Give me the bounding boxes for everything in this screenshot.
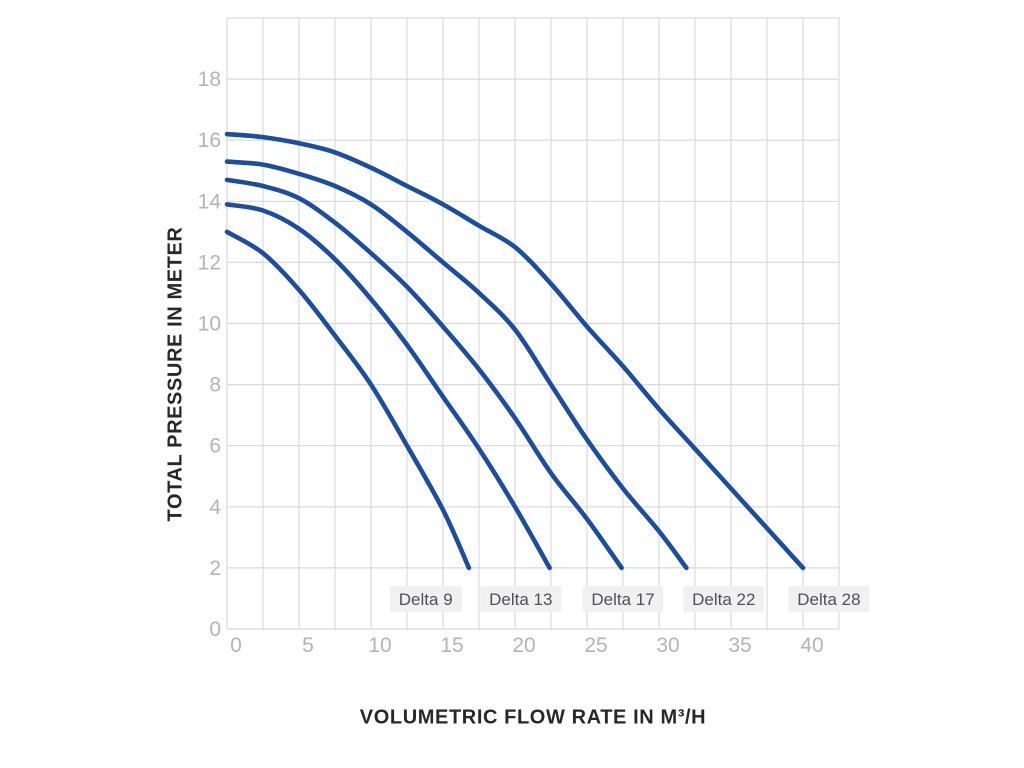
x-tick-label: 20 (512, 634, 535, 657)
curve-delta-17 (224, 177, 624, 571)
curve-delta-9 (224, 229, 472, 571)
x-axis-title: VOLUMETRIC FLOW RATE IN M³/H (359, 706, 707, 729)
y-tick-label: 14 (198, 190, 222, 213)
x-tick-label: 35 (728, 634, 751, 657)
y-tick-label: 6 (209, 435, 221, 458)
y-axis-title: TOTAL PRESSURE IN METER (164, 226, 187, 522)
x-tick-label: 30 (656, 634, 679, 657)
series-label-delta-9: Delta 9 (389, 586, 462, 612)
y-tick-label: 10 (198, 313, 221, 336)
curve-delta-28 (224, 131, 806, 571)
y-tick-label: 16 (198, 129, 221, 152)
y-tick-label: 0 (209, 618, 221, 641)
x-tick-label: 5 (302, 634, 314, 657)
series-label-delta-13: Delta 13 (480, 586, 562, 612)
x-tick-label: 40 (800, 634, 823, 657)
series-label-delta-22: Delta 22 (683, 586, 765, 612)
x-tick-label: 15 (440, 634, 463, 657)
x-tick-label: 0 (230, 634, 242, 657)
curve-delta-22 (224, 159, 689, 571)
y-tick-label: 2 (209, 557, 221, 580)
y-tick-label: 18 (198, 68, 221, 91)
series-label-delta-17: Delta 17 (582, 586, 664, 612)
x-tick-label: 25 (584, 634, 607, 657)
y-tick-label: 4 (209, 496, 221, 519)
curve-delta-13 (224, 202, 552, 571)
series-label-delta-28: Delta 28 (788, 586, 870, 612)
x-tick-label: 10 (368, 634, 391, 657)
y-tick-label: 8 (209, 374, 221, 397)
y-tick-label: 12 (198, 251, 221, 274)
